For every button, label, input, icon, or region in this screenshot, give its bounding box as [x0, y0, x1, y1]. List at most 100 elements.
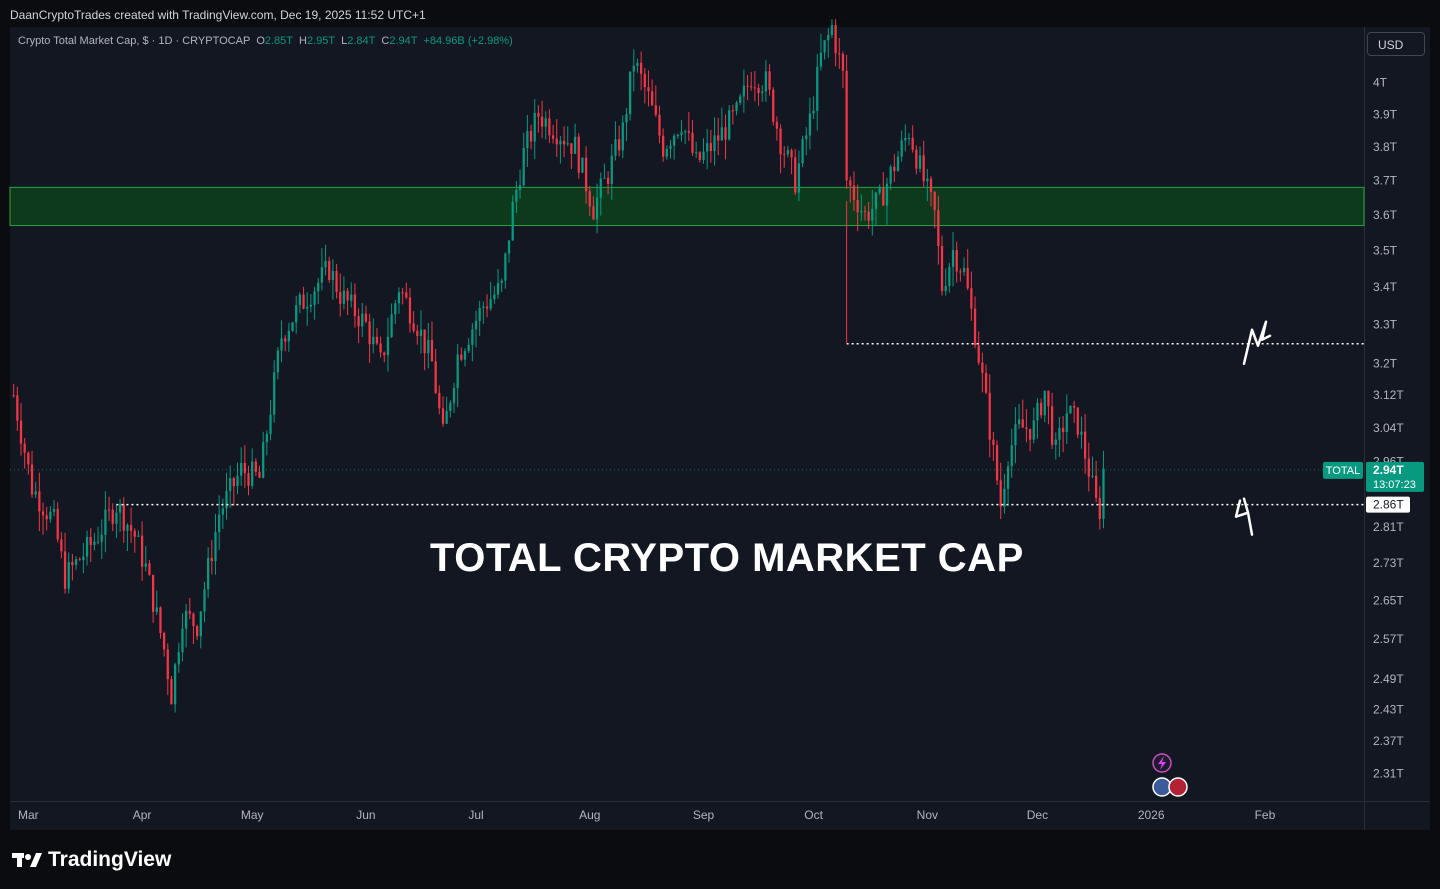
candle-body[interactable] — [390, 314, 393, 337]
candle-body[interactable] — [60, 539, 63, 552]
candle-body[interactable] — [724, 127, 727, 140]
candle-body[interactable] — [555, 138, 558, 145]
candle-body[interactable] — [739, 96, 742, 103]
candle-body[interactable] — [783, 154, 786, 156]
flash-event-icon[interactable] — [1152, 753, 1172, 773]
candle-body[interactable] — [863, 210, 867, 212]
candle-body[interactable] — [929, 178, 933, 193]
candle-body[interactable] — [438, 392, 441, 409]
candle-body[interactable] — [1028, 428, 1032, 440]
candle-body[interactable] — [291, 322, 294, 331]
candle-body[interactable] — [93, 541, 96, 546]
candle-body[interactable] — [570, 143, 573, 154]
candle-body[interactable] — [23, 443, 26, 453]
candle-body[interactable] — [911, 137, 914, 150]
candle-body[interactable] — [1036, 402, 1039, 421]
candle-body[interactable] — [529, 130, 533, 142]
candle-body[interactable] — [280, 338, 283, 351]
candle-body[interactable] — [364, 313, 368, 322]
candle-body[interactable] — [78, 559, 81, 561]
candle-body[interactable] — [181, 628, 184, 653]
candle-body[interactable] — [816, 66, 819, 111]
candle-body[interactable] — [71, 561, 74, 566]
candle-body[interactable] — [698, 152, 701, 160]
candle-body[interactable] — [823, 40, 826, 53]
support-level-badge[interactable]: 2.86T — [1366, 496, 1410, 513]
candle-body[interactable] — [339, 291, 342, 304]
candle-body[interactable] — [394, 303, 397, 315]
candle-body[interactable] — [636, 62, 639, 66]
candle-body[interactable] — [137, 535, 140, 537]
candle-body[interactable] — [871, 208, 874, 221]
current-price-badge[interactable]: TOTAL 2.94T 13:07:23 — [1323, 461, 1424, 492]
candle-body[interactable] — [801, 139, 804, 164]
candle-body[interactable] — [372, 336, 375, 345]
candle-body[interactable] — [423, 329, 426, 354]
candle-body[interactable] — [603, 177, 606, 179]
candle-body[interactable] — [317, 282, 320, 292]
candle-body[interactable] — [610, 155, 613, 185]
candle-body[interactable] — [606, 177, 610, 185]
candle-body[interactable] — [944, 285, 947, 292]
candle-body[interactable] — [662, 135, 665, 157]
candle-body[interactable] — [867, 211, 870, 221]
candle-body[interactable] — [1069, 405, 1072, 414]
candle-body[interactable] — [713, 135, 716, 151]
candle-body[interactable] — [489, 299, 492, 309]
candle-body[interactable] — [375, 336, 379, 344]
candle-body[interactable] — [819, 52, 823, 67]
candle-body[interactable] — [992, 439, 995, 446]
candle-body[interactable] — [199, 611, 202, 637]
candle-body[interactable] — [566, 143, 569, 145]
candle-body[interactable] — [504, 253, 507, 281]
candle-body[interactable] — [757, 87, 760, 94]
candle-body[interactable] — [1047, 390, 1050, 407]
candle-body[interactable] — [900, 140, 903, 157]
candle-body[interactable] — [467, 344, 470, 352]
candle-body[interactable] — [148, 563, 151, 575]
candle-body[interactable] — [45, 515, 48, 520]
candle-body[interactable] — [775, 121, 779, 129]
candle-body[interactable] — [687, 131, 690, 133]
candle-body[interactable] — [441, 408, 445, 424]
candle-body[interactable] — [717, 135, 720, 141]
candle-body[interactable] — [30, 464, 34, 495]
candle-body[interactable] — [926, 178, 929, 182]
candle-body[interactable] — [1083, 431, 1087, 459]
resistance-zone[interactable] — [9, 186, 1365, 227]
candle-body[interactable] — [948, 266, 951, 286]
candle-body[interactable] — [192, 613, 195, 627]
candle-body[interactable] — [669, 145, 672, 149]
candle-body[interactable] — [89, 536, 92, 546]
candle-body[interactable] — [540, 116, 544, 127]
candle-body[interactable] — [988, 392, 991, 440]
candle-body[interactable] — [849, 180, 852, 186]
candle-body[interactable] — [449, 402, 452, 411]
candle-body[interactable] — [962, 267, 966, 272]
candle-body[interactable] — [379, 343, 382, 353]
candle-body[interactable] — [82, 556, 85, 561]
candle-body[interactable] — [933, 192, 936, 211]
candle-body[interactable] — [515, 189, 518, 202]
candle-body[interactable] — [779, 128, 782, 155]
candle-body[interactable] — [460, 354, 463, 360]
candle-body[interactable] — [651, 91, 654, 106]
candle-body[interactable] — [16, 395, 19, 421]
candle-body[interactable] — [595, 197, 599, 220]
candle-body[interactable] — [551, 135, 555, 139]
hand-drawn-down-marker[interactable] — [1234, 497, 1254, 536]
candle-body[interactable] — [562, 140, 566, 145]
candle-body[interactable] — [144, 563, 147, 567]
candle-body[interactable] — [856, 200, 859, 213]
candle-body[interactable] — [218, 514, 221, 533]
candle-body[interactable] — [628, 71, 632, 115]
candle-body[interactable] — [907, 137, 911, 139]
candle-body[interactable] — [632, 65, 635, 72]
candle-body[interactable] — [445, 410, 448, 424]
candle-body[interactable] — [1102, 468, 1105, 519]
candle-body[interactable] — [38, 491, 41, 512]
candle-body[interactable] — [995, 445, 999, 481]
candle-body[interactable] — [104, 509, 107, 535]
candle-body[interactable] — [885, 183, 889, 206]
